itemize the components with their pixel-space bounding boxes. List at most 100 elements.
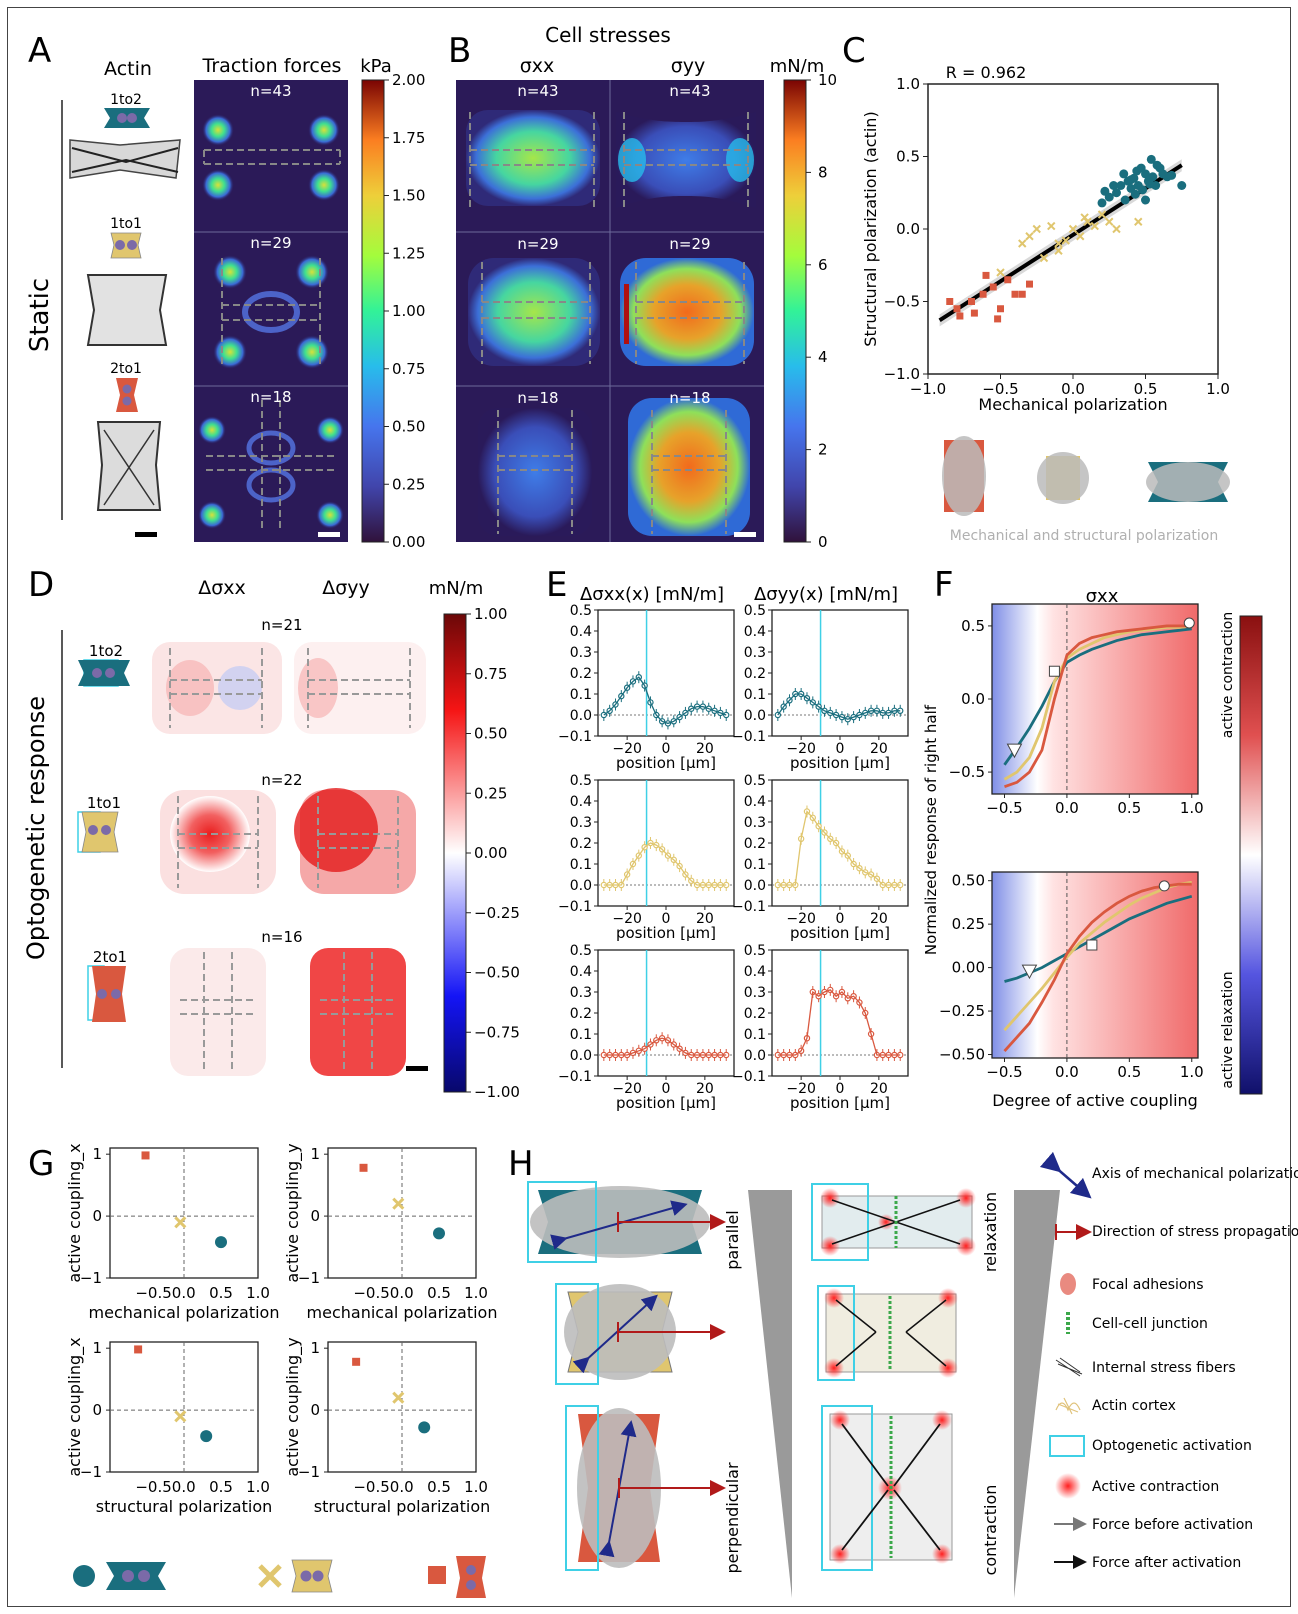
x-tick-label: −20: [612, 911, 642, 927]
y-tick-label: 1.0: [896, 75, 920, 93]
nucleus-icon: [466, 1565, 476, 1575]
legend-shape-1to2: [106, 1562, 166, 1590]
col-sigma-xx: σxx: [520, 55, 555, 77]
x-tick-label: 20: [870, 741, 888, 757]
pattern-icon-1to2: [78, 660, 130, 686]
y-tick-label: 0.0: [570, 708, 592, 724]
legend-text: Force before activation: [1092, 1517, 1253, 1533]
polarization-legend: Mechanical and structural polarization: [942, 436, 1230, 544]
legend-text: Axis of mechanical polarization: [1092, 1166, 1298, 1182]
pattern-icon-2to1: [92, 966, 126, 1022]
polarization-wedge: [748, 1190, 792, 1598]
nucleus-icon: [312, 1570, 324, 1582]
axis-icon: [1039, 1151, 1092, 1199]
y-tick-label: 0.1: [570, 1027, 592, 1043]
panel-letter-a: A: [28, 31, 51, 71]
x-tick-label: 1.0: [1180, 799, 1204, 817]
y-axis-label: active coupling_x: [65, 1143, 85, 1282]
g-legend: [73, 1556, 486, 1598]
response-curve-1to2: [1004, 894, 1193, 983]
pattern-outline: [635, 262, 745, 364]
nucleus-icon: [88, 825, 98, 835]
panel-letter-b: B: [448, 31, 471, 71]
colorbar-tick-label: 0.75: [474, 665, 507, 683]
colorbar-unit: mN/m: [770, 56, 825, 77]
data-point-1to1: [1134, 217, 1143, 226]
active-contraction-icon: [878, 1214, 894, 1230]
data-point-1to2: [1141, 169, 1150, 179]
y-tick-label: −0.1: [558, 1069, 592, 1085]
stress-cell-xx-1to2: [466, 110, 600, 206]
y-tick-label: 0.5: [744, 943, 766, 959]
pattern-outline: [177, 796, 259, 888]
data-point-2to1: [1004, 276, 1012, 284]
stress-cell-yy-2to1: [628, 398, 750, 536]
x-tick-label: −0.50.0: [353, 1284, 413, 1302]
colorbar-tick-label: 0: [818, 533, 828, 551]
nucleus-icon: [117, 113, 127, 123]
response-curve-1to1: [1003, 881, 1192, 1032]
colorbar-tick-label: 8: [818, 163, 828, 181]
scale-bar: [406, 1066, 428, 1071]
y-tick-label: −0.5: [884, 293, 920, 311]
colorbar-unit: mN/m: [429, 578, 484, 599]
colorbar-gradient: [1239, 615, 1263, 1095]
x-tick-label: −1.0: [910, 380, 946, 398]
profile-line: [777, 810, 901, 886]
data-point-1to1: [1083, 217, 1092, 226]
y-tick-label: 0.3: [570, 645, 592, 661]
col-delta-yy: Δσyy: [322, 577, 370, 599]
stress-fiber-icon: [841, 1423, 941, 1551]
y-tick-label: 0.2: [570, 836, 592, 852]
y-tick-label: −0.5: [949, 763, 985, 781]
traction-hotspot: [316, 416, 344, 444]
data-point-1to1: [1068, 224, 1078, 234]
data-point-1to1: [1039, 253, 1049, 263]
legend-caption: Mechanical and structural polarization: [950, 528, 1218, 544]
x-axis-label: structural polarization: [314, 1497, 491, 1516]
nucleus-icon: [122, 1570, 134, 1582]
colorbar-activity: active contraction active relaxation: [1220, 612, 1263, 1095]
figure-frame: [7, 7, 1291, 1607]
data-point-1to2: [1112, 188, 1121, 198]
y-tick-label: −1: [298, 1463, 320, 1481]
schematic-cell-1to1: [555, 1283, 726, 1385]
pattern-outline: [169, 648, 263, 728]
profile-line: [777, 989, 901, 1056]
x-tick-label: −0.50.0: [135, 1478, 195, 1496]
traction-map-1to2: n=43: [202, 82, 341, 201]
data-point-2to1: [1026, 280, 1033, 288]
data-point-1to2: [1146, 154, 1156, 164]
panel-letter-h: H: [508, 1144, 534, 1184]
y-tick-label: −1: [298, 1269, 320, 1287]
y-tick-label: 0.0: [961, 690, 985, 708]
data-point-1to1: [1090, 221, 1099, 231]
x-tick-label: 0.5: [427, 1284, 451, 1302]
n-label: n=16: [261, 928, 302, 946]
pattern-name: 1to2: [89, 642, 123, 660]
delta-hotspot: [218, 666, 262, 710]
y-tick-label: −0.1: [732, 729, 766, 745]
panel-letter-c: C: [842, 31, 866, 71]
traction-hotspot: [198, 501, 226, 529]
delta-hotspot: [170, 796, 250, 872]
colorbar-contraction-label: active contraction: [1220, 612, 1236, 738]
marker-triangle: [1006, 743, 1023, 759]
x-tick-label: 20: [870, 1081, 888, 1097]
y-tick-label: 0: [310, 1401, 320, 1419]
x-tick-label: −0.50.0: [135, 1284, 195, 1302]
activation-box: [811, 1183, 869, 1261]
data-point-1to2: [1138, 185, 1148, 195]
y-tick-label: 1: [310, 1145, 320, 1163]
colorbar-stress: mN/m 10 8 6 4 2 0: [770, 56, 837, 551]
traction-hotspot: [213, 255, 247, 289]
active-coupling-curves: 0.50.0−0.5−0.5 0.0 0.5 1.00.500.250.00−0.25…: [922, 603, 1204, 1110]
response-plot-sigma-yy: 0.50 0.25 0.00 −0.25 −0.50−0.5 0.0 0.5 1.0: [939, 871, 1204, 1081]
actin-image: [86, 274, 168, 346]
colorbar-tick-label: 4: [818, 348, 828, 366]
traction-hotspot: [295, 255, 329, 289]
x-axis-label: position [μm]: [616, 924, 716, 942]
